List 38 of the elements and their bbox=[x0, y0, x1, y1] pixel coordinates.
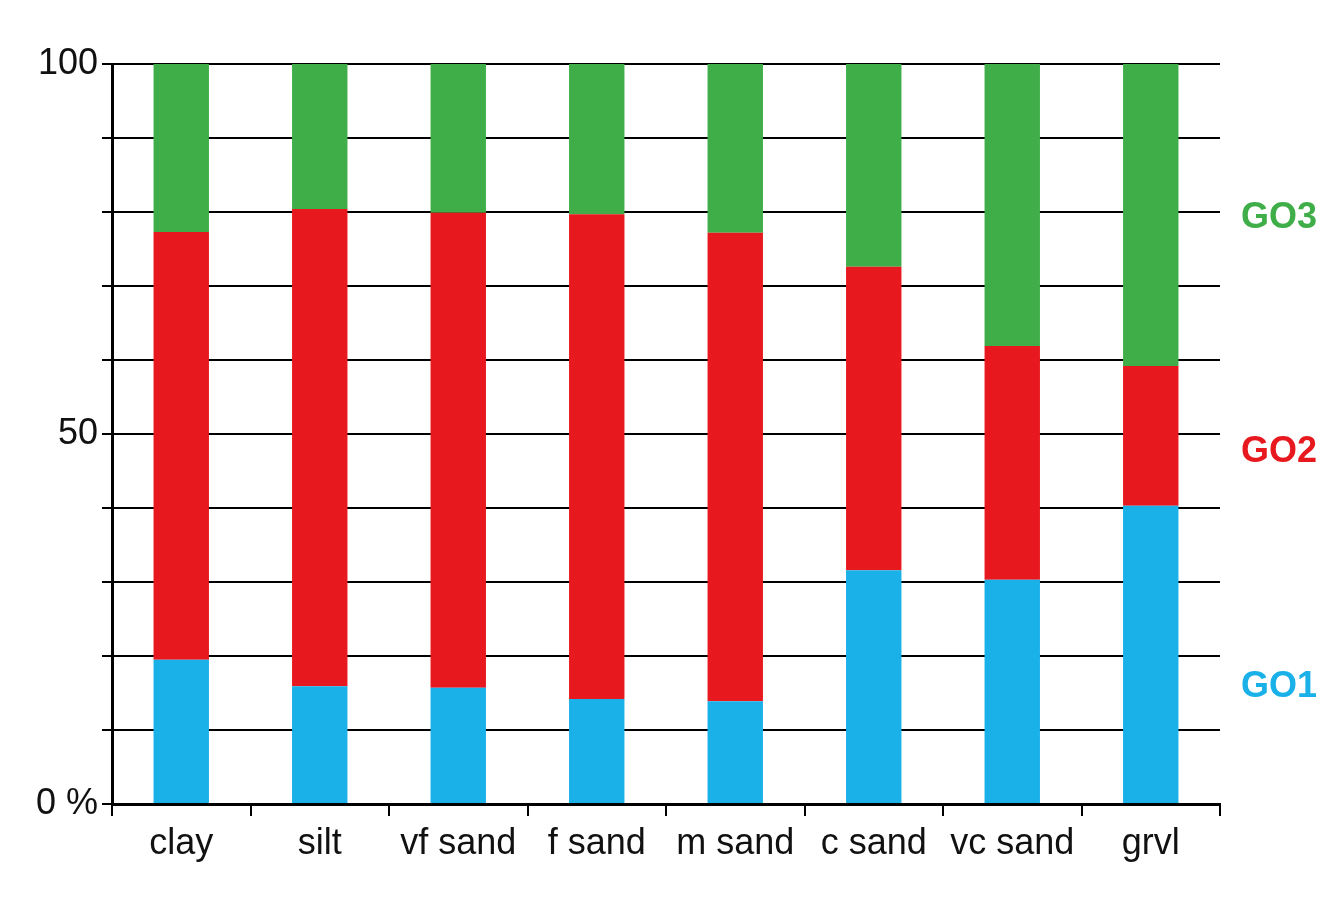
bar bbox=[1123, 64, 1179, 366]
y-tick-label: 0 % bbox=[35, 780, 98, 822]
series-label: GO2 bbox=[1240, 429, 1318, 471]
bar bbox=[846, 266, 902, 571]
bar bbox=[153, 231, 209, 660]
bar bbox=[707, 64, 763, 233]
bar bbox=[846, 64, 902, 267]
bar bbox=[153, 64, 209, 232]
bar bbox=[430, 64, 486, 213]
x-tick-label: grvl bbox=[1121, 820, 1180, 862]
x-tick-label: vf sand bbox=[400, 820, 517, 862]
x-tick-label: m sand bbox=[676, 820, 795, 862]
bar bbox=[984, 579, 1040, 803]
bar bbox=[1123, 365, 1179, 506]
x-tick-label: silt bbox=[297, 820, 342, 862]
y-tick-label: 50 bbox=[57, 410, 98, 452]
bar bbox=[984, 345, 1040, 580]
bar bbox=[292, 64, 348, 210]
series-label: GO3 bbox=[1240, 195, 1318, 237]
x-tick-label: f sand bbox=[547, 820, 646, 862]
bar bbox=[569, 698, 625, 803]
bar bbox=[569, 214, 625, 699]
bar bbox=[1123, 505, 1179, 803]
bar bbox=[292, 686, 348, 803]
y-tick-label: 100 bbox=[37, 40, 98, 82]
bar bbox=[430, 687, 486, 803]
bar bbox=[846, 570, 902, 803]
bar bbox=[430, 212, 486, 688]
x-tick-label: vc sand bbox=[950, 820, 1075, 862]
series-label: GO1 bbox=[1240, 663, 1318, 705]
bar bbox=[707, 232, 763, 702]
bar bbox=[984, 64, 1040, 346]
bar bbox=[707, 701, 763, 803]
x-tick-label: clay bbox=[149, 820, 214, 862]
bar bbox=[153, 659, 209, 803]
x-tick-label: c sand bbox=[820, 820, 927, 862]
bar bbox=[292, 209, 348, 687]
bar bbox=[569, 64, 625, 215]
